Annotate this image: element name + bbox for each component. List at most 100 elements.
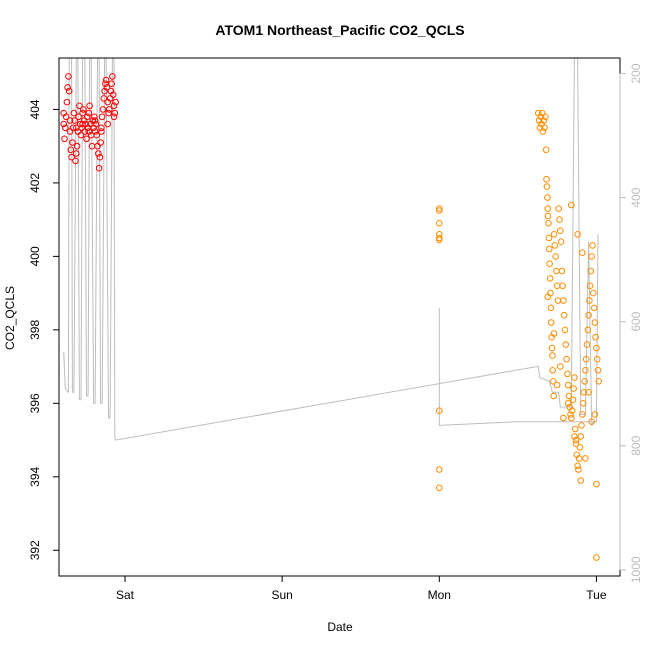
data-point [63, 98, 71, 106]
data-point [106, 106, 113, 113]
data-point [102, 80, 109, 87]
data-point [576, 444, 584, 451]
data-point [80, 117, 88, 124]
data-point [98, 128, 105, 135]
data-point [60, 120, 68, 128]
y2-tick-label: 200 [629, 63, 643, 83]
data-point [108, 80, 115, 87]
x-axis-label: Date [327, 620, 353, 634]
data-point [550, 231, 558, 238]
data-point [587, 267, 595, 275]
data-point [540, 117, 548, 124]
data-point [92, 120, 100, 128]
data-point [583, 341, 591, 348]
y-tick-label: 392 [28, 540, 42, 560]
data-point [73, 150, 80, 157]
y2-tick-label: 400 [629, 187, 643, 207]
data-point [574, 462, 581, 470]
data-point [105, 109, 112, 117]
data-point [556, 216, 563, 223]
data-point [594, 367, 602, 374]
data-point [550, 392, 558, 400]
data-point [436, 407, 443, 415]
data-point [436, 220, 443, 227]
y-tick-label: 404 [28, 99, 42, 119]
data-point [593, 355, 601, 363]
data-point [557, 238, 565, 245]
data-point [548, 344, 556, 352]
y-tick-label: 398 [28, 320, 42, 340]
data-point [104, 120, 111, 128]
data-point [544, 205, 552, 212]
data-point [557, 227, 564, 234]
y-tick-label: 394 [28, 466, 42, 486]
data-point [66, 117, 74, 124]
data-point [110, 102, 118, 110]
x-tick-label: Mon [428, 588, 451, 602]
data-point [567, 411, 574, 418]
data-point [553, 267, 560, 275]
data-point [550, 330, 558, 337]
x-axis: Sat Sun Mon Tue [116, 576, 607, 602]
data-point [575, 466, 582, 473]
data-point [564, 400, 572, 407]
data-point [67, 146, 75, 154]
data-point [91, 117, 99, 124]
data-point [577, 433, 585, 440]
data-point [72, 157, 79, 165]
data-point [110, 113, 118, 121]
data-point [84, 113, 91, 121]
data-point [81, 128, 89, 135]
secondary-line-2 [438, 307, 597, 426]
data-point [590, 304, 598, 312]
data-point [586, 297, 593, 304]
data-point [581, 378, 588, 385]
x-tick-label: Sun [271, 588, 292, 602]
data-point [551, 242, 559, 249]
data-point [98, 124, 105, 132]
data-point [60, 109, 68, 117]
y-axis-label: CO2_QCLS [3, 286, 17, 350]
data-point [568, 407, 576, 415]
data-point [577, 477, 585, 484]
data-point [553, 381, 561, 389]
data-point [100, 95, 108, 102]
data-point [538, 109, 546, 117]
data-point [73, 142, 81, 150]
data-point [543, 183, 551, 190]
y2-tick-label: 600 [629, 311, 643, 331]
y2-axis: 200 400 600 800 1000 [619, 63, 643, 583]
data-point [557, 363, 564, 370]
data-point [544, 194, 551, 201]
data-point [593, 554, 600, 561]
data-point [595, 378, 603, 385]
data-point [109, 73, 116, 80]
data-point [544, 293, 552, 301]
data-point [69, 139, 76, 146]
data-point [560, 414, 567, 422]
data-point [564, 381, 572, 389]
data-point [568, 414, 575, 422]
data-point [545, 234, 553, 242]
data-point [85, 128, 93, 135]
data-point [586, 282, 594, 290]
data-point [436, 484, 443, 492]
data-point [580, 389, 588, 396]
data-point [95, 150, 102, 157]
data-point [578, 422, 585, 429]
data-point [582, 355, 590, 363]
data-point [112, 98, 119, 106]
data-point [85, 109, 93, 117]
y2-tick-label: 800 [629, 435, 643, 455]
data-point [62, 124, 69, 132]
y-axis: 392 394 396 398 400 402 404 [28, 99, 59, 560]
data-point [560, 297, 567, 304]
data-point [65, 87, 73, 95]
data-point [109, 91, 117, 98]
data-point [98, 113, 106, 121]
data-point [555, 205, 563, 212]
data-point [590, 289, 597, 297]
data-point [61, 135, 68, 143]
plot-frame [58, 57, 621, 577]
data-point [568, 201, 575, 209]
